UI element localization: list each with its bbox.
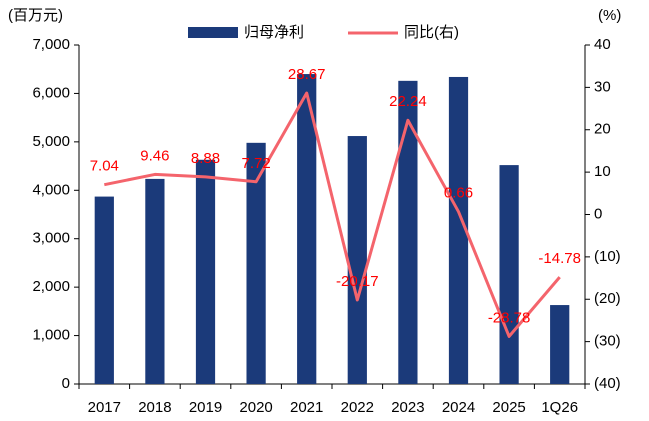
x-tick-label: 2018 [138,399,171,416]
legend-label: 归母净利 [244,24,304,41]
y2-tick-label: 30 [594,78,611,95]
x-tick-label: 2023 [391,399,424,416]
data-label: 22.24 [389,93,427,110]
data-label: 7.72 [241,155,270,172]
y2-tick-label: (30) [594,333,621,350]
bar [499,165,519,384]
y2-tick-label: 20 [594,121,611,138]
y2-tick-label: 10 [594,163,611,180]
y-tick-label: 3,000 [32,230,70,247]
x-tick-label: 2017 [88,399,121,416]
x-tick-label: 2025 [492,399,525,416]
y-tick-label: 4,000 [32,181,70,198]
x-tick-label: 2020 [239,399,272,416]
data-label: 8.88 [191,150,220,167]
data-label: -28.78 [488,309,531,326]
x-tick-label: 2021 [290,399,323,416]
x-tick-label: 2022 [341,399,374,416]
y-tick-label: 7,000 [32,36,70,53]
y-tick-label: 2,000 [32,278,70,295]
y-axis-unit: (百万元) [8,7,63,24]
y-tick-label: 0 [62,375,70,392]
y2-tick-label: (10) [594,248,621,265]
bar [347,136,367,384]
bar [448,76,469,384]
bar [297,74,317,385]
y2-tick-label: (20) [594,290,621,307]
data-label: 9.46 [140,147,169,164]
data-label: 0.66 [444,185,473,202]
y2-tick-label: 0 [594,205,602,222]
data-label: 28.67 [288,66,326,83]
legend-swatch [188,27,238,38]
y-tick-label: 1,000 [32,327,70,344]
bar [145,178,165,384]
bar [195,159,216,384]
y-tick-label: 6,000 [32,84,70,101]
x-tick-label: 1Q26 [541,399,578,416]
x-tick-label: 2024 [442,399,475,416]
y2-tick-label: 40 [594,36,611,53]
line [104,91,561,338]
legend-label: 同比(右) [404,24,459,41]
bar [398,80,418,384]
bar [246,142,266,384]
data-label: -20.17 [336,273,379,290]
y2-tick-label: (40) [594,375,621,392]
bar [94,196,114,384]
bar [550,305,570,384]
y2-axis-unit: (%) [598,7,621,24]
data-label: -14.78 [538,250,581,267]
x-tick-label: 2019 [189,399,222,416]
data-label: 7.04 [90,158,119,175]
y-tick-label: 5,000 [32,133,70,150]
